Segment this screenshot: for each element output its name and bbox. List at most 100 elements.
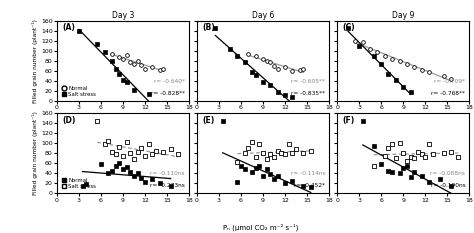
Point bbox=[119, 154, 127, 158]
Point bbox=[366, 47, 374, 50]
Point bbox=[359, 40, 366, 44]
Point bbox=[407, 155, 414, 159]
Legend: Normal, Salt stress: Normal, Salt stress bbox=[60, 84, 98, 99]
Point bbox=[252, 73, 260, 77]
Text: (E): (E) bbox=[202, 116, 215, 125]
Point bbox=[403, 62, 410, 65]
Point bbox=[174, 152, 182, 156]
Point bbox=[370, 54, 378, 58]
Point bbox=[116, 72, 123, 75]
Point bbox=[245, 52, 252, 55]
Point bbox=[352, 39, 359, 43]
Text: r= -0.110ns: r= -0.110ns bbox=[150, 171, 185, 176]
Point bbox=[344, 27, 352, 30]
Point bbox=[388, 57, 396, 60]
Point bbox=[211, 27, 219, 30]
Point bbox=[116, 145, 123, 149]
Point bbox=[447, 184, 455, 188]
Point bbox=[160, 151, 167, 154]
Point bbox=[145, 142, 153, 146]
Text: r= -0.768**: r= -0.768** bbox=[431, 91, 465, 96]
Point bbox=[289, 151, 296, 155]
Point bbox=[377, 62, 385, 65]
Point bbox=[414, 151, 422, 154]
Text: r= -0.835**: r= -0.835** bbox=[291, 91, 325, 96]
Point bbox=[400, 166, 407, 170]
Point bbox=[400, 85, 407, 89]
Point bbox=[307, 149, 315, 153]
Point bbox=[255, 164, 263, 168]
Point bbox=[266, 152, 274, 156]
Point bbox=[374, 50, 381, 54]
Point bbox=[281, 93, 289, 97]
Text: (D): (D) bbox=[62, 116, 75, 125]
Point bbox=[101, 50, 109, 54]
Point bbox=[116, 55, 123, 59]
Point bbox=[112, 152, 119, 156]
Text: r= -0.190ns: r= -0.190ns bbox=[430, 183, 465, 188]
Point bbox=[127, 171, 134, 174]
Point bbox=[259, 151, 267, 155]
Point bbox=[116, 161, 123, 165]
Point bbox=[370, 144, 378, 148]
Text: Pₙ (μmol CO₂ m⁻² s⁻¹): Pₙ (μmol CO₂ m⁻² s⁻¹) bbox=[223, 223, 299, 231]
Point bbox=[455, 155, 462, 159]
Point bbox=[359, 119, 366, 123]
Point bbox=[148, 178, 156, 181]
Text: r= -0.088ns: r= -0.088ns bbox=[430, 171, 465, 176]
Point bbox=[385, 169, 392, 173]
Point bbox=[248, 70, 256, 74]
Point bbox=[381, 154, 389, 158]
Point bbox=[130, 88, 138, 92]
Text: (C): (C) bbox=[342, 23, 355, 32]
Text: r= -0.605**: r= -0.605** bbox=[291, 79, 325, 83]
Point bbox=[407, 175, 414, 179]
Point bbox=[440, 151, 447, 155]
Point bbox=[388, 142, 396, 146]
Point bbox=[274, 90, 282, 94]
Point bbox=[425, 181, 433, 184]
Point bbox=[134, 151, 141, 154]
Title: Day 9: Day 9 bbox=[392, 11, 414, 20]
Point bbox=[252, 54, 260, 58]
Point bbox=[266, 60, 274, 64]
Point bbox=[152, 149, 160, 153]
Point bbox=[259, 80, 267, 84]
Point bbox=[101, 142, 109, 146]
Text: r= -0.709*: r= -0.709* bbox=[434, 79, 465, 83]
Point bbox=[141, 67, 149, 70]
Point bbox=[104, 139, 112, 143]
Point bbox=[263, 158, 271, 161]
Text: r= -0.640*: r= -0.640* bbox=[154, 79, 185, 83]
Point bbox=[167, 147, 174, 151]
Point bbox=[75, 29, 82, 33]
Point bbox=[425, 142, 433, 146]
Point bbox=[263, 168, 271, 171]
Point bbox=[234, 181, 241, 184]
Point bbox=[119, 168, 127, 171]
Point bbox=[421, 155, 429, 159]
Point bbox=[281, 65, 289, 69]
Point bbox=[82, 182, 90, 186]
Point bbox=[134, 59, 141, 63]
Point bbox=[137, 176, 145, 180]
Point bbox=[156, 182, 164, 185]
Point bbox=[93, 119, 101, 123]
Point bbox=[248, 140, 256, 144]
Point bbox=[418, 174, 425, 178]
Point bbox=[112, 164, 119, 168]
Point bbox=[234, 54, 241, 58]
Y-axis label: Filled grain number (plant⁻¹): Filled grain number (plant⁻¹) bbox=[32, 19, 38, 103]
Point bbox=[234, 161, 241, 164]
Point bbox=[377, 162, 385, 166]
Point bbox=[119, 78, 127, 82]
Point bbox=[160, 67, 167, 70]
Point bbox=[104, 171, 112, 175]
Point bbox=[285, 142, 292, 146]
Point bbox=[130, 174, 138, 178]
Point bbox=[274, 67, 282, 70]
Text: (B): (B) bbox=[202, 23, 215, 32]
Point bbox=[259, 174, 267, 178]
Point bbox=[245, 146, 252, 150]
Point bbox=[226, 47, 234, 50]
